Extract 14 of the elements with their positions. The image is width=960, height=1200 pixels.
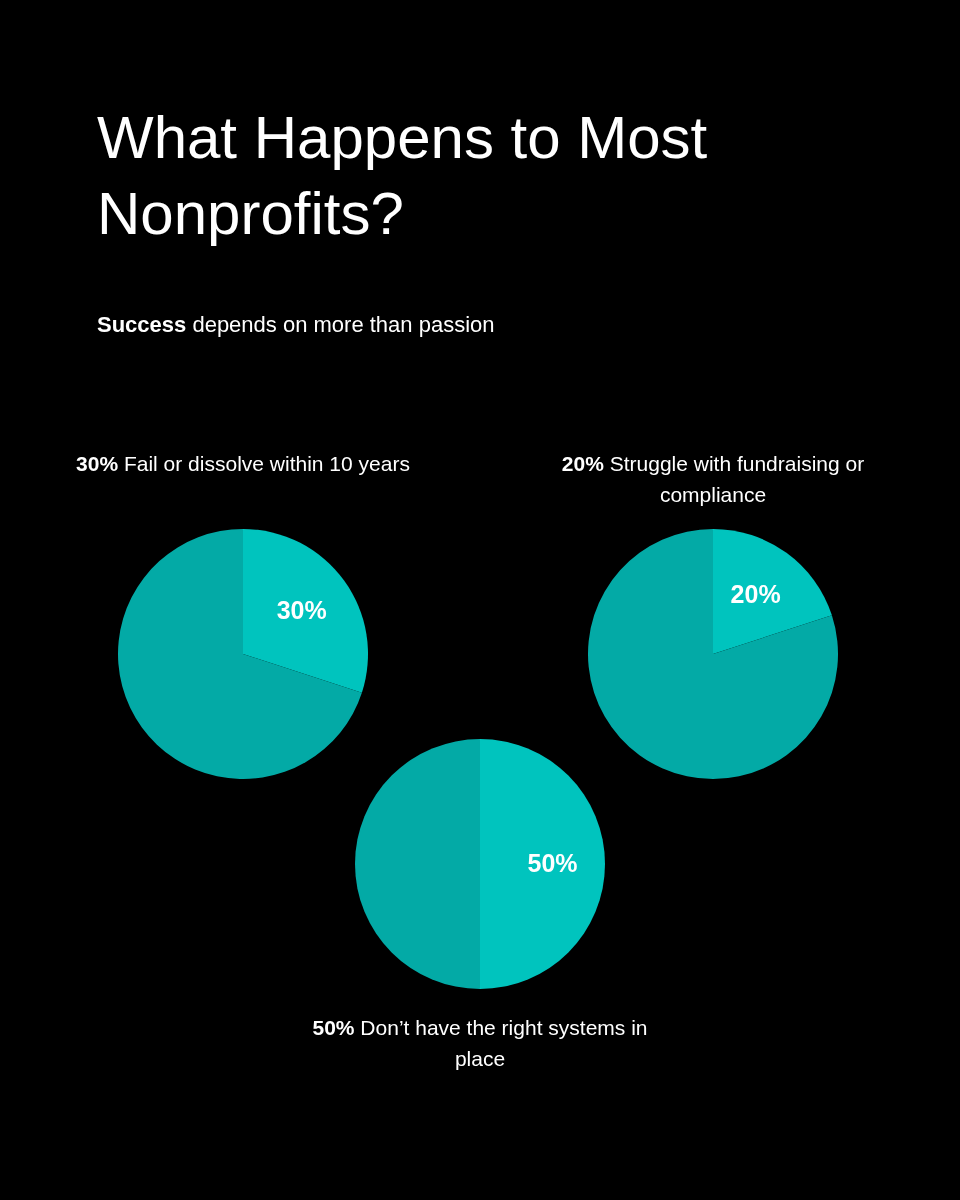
text: Success depends on more than passion (97, 312, 496, 338)
pie-slice (355, 739, 480, 989)
text: What Happens to Most Nonprofits? (97, 103, 709, 249)
data-label: 20% (730, 580, 781, 609)
data-label: 30% (276, 596, 327, 625)
pie-slice (118, 529, 362, 779)
text: 50% Don’t have the right systems in place (311, 1015, 649, 1072)
chart-title: 30% Fail or dissolve within 10 years (75, 451, 411, 477)
pie-slice (480, 739, 605, 989)
chart-title: 20% Struggle with fundraising or compliance (560, 451, 866, 508)
data-label: 50% (527, 849, 578, 877)
pie-slice (243, 529, 368, 693)
pie-slice (588, 529, 838, 779)
pie-slice (713, 529, 832, 654)
